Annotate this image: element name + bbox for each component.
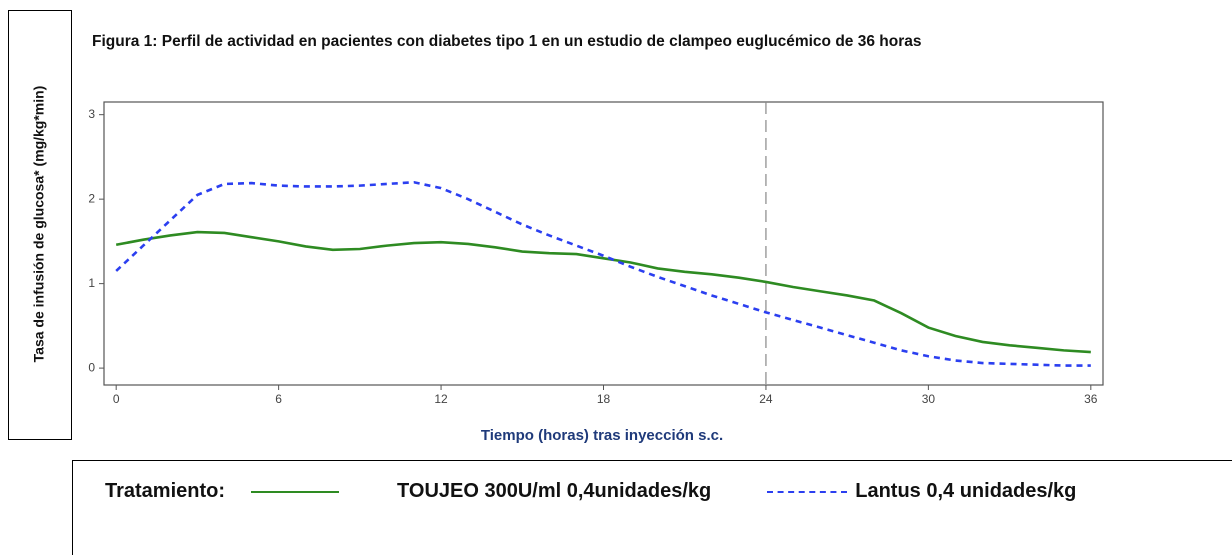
x-axis-label: Tiempo (horas) tras inyección s.c.: [481, 427, 723, 444]
y-tick-label: 1: [88, 276, 95, 290]
legend-text: Tratamiento: TOUJEO 300U/ml 0,4unidades/k…: [105, 477, 1217, 505]
x-tick-label: 24: [759, 392, 773, 406]
x-tick-label: 12: [434, 392, 448, 406]
x-tick-label: 0: [113, 392, 120, 406]
y-tick-label: 2: [88, 191, 95, 205]
chart: Figura 1: Perfil de actividad en pacient…: [31, 33, 1104, 444]
legend-label: TOUJEO 300U/ml 0,4unidades/kg: [397, 480, 712, 502]
x-tick-label: 6: [275, 392, 282, 406]
legend-swatch: [767, 490, 848, 493]
y-label-box: [8, 10, 72, 440]
y-tick-label: 0: [88, 360, 95, 374]
y-tick-label: 3: [88, 107, 95, 121]
series-line: [115, 180, 1091, 367]
legend: Tratamiento: TOUJEO 300U/ml 0,4unidades/k…: [72, 460, 1232, 555]
legend-swatch: [251, 490, 340, 493]
chart-title: Figura 1: Perfil de actividad en pacient…: [92, 33, 921, 50]
series-line: [115, 230, 1091, 354]
plot-frame: [103, 101, 1104, 386]
legend-title: Tratamiento:: [105, 480, 226, 502]
legend-label: Lantus 0,4 unidades/kg: [855, 480, 1077, 502]
y-axis-label: Tasa de infusión de glucosa* (mg/kg*min): [31, 86, 47, 363]
x-tick-label: 30: [922, 392, 936, 406]
x-tick-label: 18: [597, 392, 611, 406]
x-tick-label: 36: [1084, 392, 1098, 406]
